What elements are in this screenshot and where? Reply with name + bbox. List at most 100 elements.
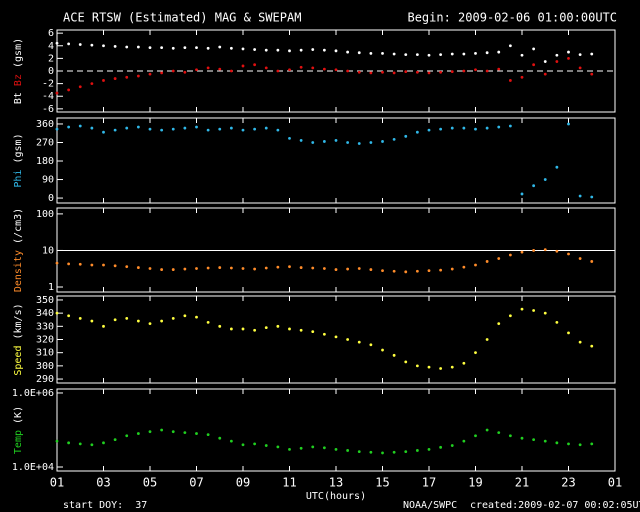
- data-point: [78, 85, 82, 89]
- data-point: [485, 428, 489, 432]
- data-point: [462, 126, 466, 130]
- data-point: [485, 260, 489, 263]
- data-point: [55, 261, 59, 265]
- data-point: [241, 128, 245, 132]
- data-point: [113, 318, 117, 322]
- data-point: [415, 53, 419, 56]
- data-point: [67, 262, 71, 266]
- data-point: [357, 51, 361, 55]
- data-point: [381, 348, 384, 352]
- y-tick-label: 310: [36, 348, 54, 359]
- data-point: [90, 263, 94, 267]
- data-point: [78, 43, 82, 46]
- data-point: [55, 91, 59, 95]
- data-point: [508, 124, 512, 128]
- agency: NOAA/SWPC: [403, 500, 457, 511]
- data-point: [334, 268, 338, 271]
- data-point: [567, 442, 570, 446]
- data-point: [474, 263, 477, 267]
- data-point: [90, 319, 94, 323]
- data-point: [485, 338, 489, 341]
- data-point: [113, 264, 117, 268]
- panel-frame: [56, 295, 616, 384]
- y-axis-label-unit: (gsm): [13, 133, 24, 163]
- y-tick-label: 1.0E+04: [12, 462, 54, 473]
- data-point: [136, 319, 140, 323]
- data-point: [369, 71, 373, 75]
- data-point: [148, 267, 152, 270]
- data-point: [171, 69, 175, 73]
- x-tick-label: 19: [468, 476, 482, 490]
- data-point: [474, 68, 477, 72]
- data-point: [67, 314, 71, 318]
- data-point: [322, 140, 326, 143]
- data-point: [567, 50, 570, 54]
- data-point: [450, 126, 454, 130]
- data-point: [427, 53, 431, 57]
- data-point: [508, 79, 512, 82]
- data-point: [485, 69, 489, 73]
- data-point: [346, 50, 350, 54]
- data-point: [125, 434, 129, 438]
- data-point: [427, 128, 431, 132]
- y-tick-label: -2: [42, 79, 54, 90]
- data-point: [462, 439, 466, 443]
- data-point: [474, 127, 477, 131]
- y-axis-label-series: Density: [13, 250, 24, 292]
- data-point: [206, 46, 210, 50]
- x-tick-label: 15: [375, 476, 389, 490]
- data-point: [369, 51, 373, 55]
- data-point: [113, 128, 117, 132]
- data-point: [206, 128, 210, 132]
- data-point: [381, 451, 384, 455]
- y-tick-label: 340: [36, 308, 54, 319]
- data-point: [253, 267, 257, 271]
- data-point: [427, 269, 431, 273]
- data-point: [427, 447, 431, 451]
- data-point: [218, 436, 222, 440]
- data-point: [55, 439, 59, 443]
- data-point: [555, 165, 559, 169]
- data-point: [404, 134, 408, 138]
- data-point: [160, 71, 164, 75]
- created-time: created:2009-02-07 00:02:05UTC: [470, 500, 640, 511]
- y-tick-label: 330: [36, 321, 54, 332]
- data-point: [357, 70, 361, 74]
- data-point: [67, 125, 71, 129]
- data-point: [497, 67, 501, 71]
- data-point: [439, 367, 443, 370]
- data-point: [229, 46, 233, 50]
- data-point: [276, 265, 280, 269]
- y-tick-label: 270: [36, 137, 54, 148]
- y-axis-label-unit: (gsm): [13, 38, 24, 68]
- x-tick-label: 07: [189, 476, 203, 490]
- y-tick-label: 6: [48, 28, 54, 39]
- data-point: [311, 330, 315, 333]
- data-point: [125, 75, 129, 79]
- data-point: [427, 71, 431, 75]
- data-point: [206, 66, 210, 70]
- y-axis-label-series: Bz: [13, 74, 24, 86]
- data-point: [136, 125, 140, 129]
- data-point: [450, 444, 454, 447]
- data-point: [404, 270, 408, 274]
- data-point: [90, 443, 94, 447]
- data-point: [439, 268, 443, 272]
- y-tick-label: 100: [36, 209, 54, 220]
- data-point: [55, 41, 59, 45]
- y-axis-label-unit: (km/s): [13, 303, 24, 339]
- data-point: [171, 46, 175, 50]
- data-point: [113, 77, 117, 80]
- data-point: [206, 320, 210, 324]
- data-point: [276, 324, 280, 328]
- data-point: [253, 328, 257, 332]
- y-tick-label: 290: [36, 374, 54, 385]
- y-axis-label: Phi (gsm): [13, 133, 24, 187]
- data-point: [183, 46, 187, 50]
- data-point: [299, 446, 303, 450]
- x-tick-label: 01: [50, 476, 64, 490]
- y-axis-label: Density (/cm3): [13, 208, 24, 292]
- data-point: [520, 436, 524, 440]
- data-point: [497, 322, 501, 326]
